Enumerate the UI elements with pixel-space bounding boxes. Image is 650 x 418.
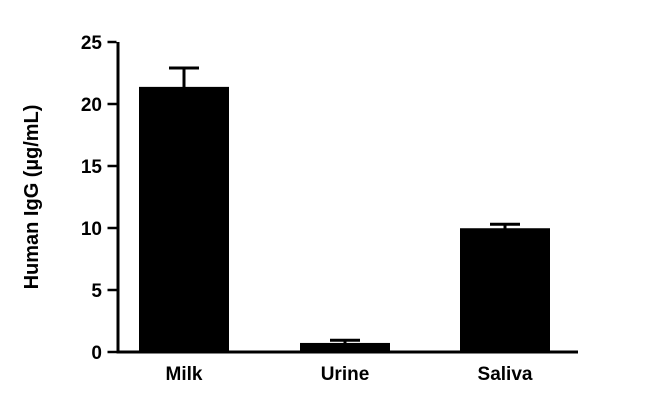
x-category-label: Saliva — [478, 364, 533, 385]
x-category-label: Urine — [321, 364, 370, 385]
y-tick-label: 25 — [81, 33, 103, 54]
bar-milk — [139, 86, 229, 353]
y-tick-label: 15 — [81, 157, 103, 178]
y-tick-label: 10 — [81, 219, 102, 240]
y-tick-label: 5 — [91, 281, 102, 302]
plot-area: 0 5 10 15 20 25 Milk Urine Saliva — [81, 33, 578, 385]
bar-urine — [300, 342, 390, 354]
bar-saliva — [460, 228, 550, 354]
y-tick-label: 20 — [81, 95, 102, 116]
x-category-label: Milk — [166, 364, 203, 385]
y-tick-label: 0 — [91, 343, 102, 364]
y-axis-label: Human IgG (µg/mL) — [21, 105, 43, 290]
